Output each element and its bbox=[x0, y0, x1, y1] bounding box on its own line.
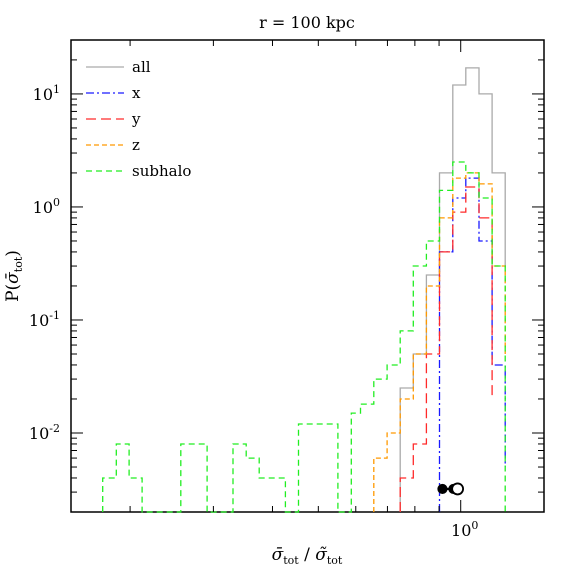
plot-frame bbox=[70, 39, 545, 513]
series-layer bbox=[102, 67, 506, 513]
series-line-z bbox=[373, 172, 506, 512]
series-line-subhalo bbox=[102, 161, 506, 513]
x-axis-title: σ̄tot / σ̃tot bbox=[272, 545, 343, 567]
legend-label-z: z bbox=[132, 136, 140, 154]
chart-title: r = 100 kpc bbox=[259, 13, 355, 32]
marker-layer bbox=[437, 482, 465, 496]
legend-label-all: all bbox=[132, 58, 151, 76]
y-tick-label: 10-2 bbox=[29, 422, 60, 443]
legend-label-y: y bbox=[131, 110, 141, 128]
marker-point-2 bbox=[451, 482, 465, 496]
legend-label-x: x bbox=[132, 84, 141, 102]
legend-label-subhalo: subhalo bbox=[132, 162, 191, 180]
marker-point-0 bbox=[437, 483, 448, 495]
series-line-all bbox=[399, 67, 506, 512]
series-line-y bbox=[399, 186, 493, 512]
y-axis-title: P(σ̄tot) bbox=[3, 250, 25, 302]
tick-layer: 101 100 10-1 10-2 100 bbox=[29, 39, 544, 540]
legend: all xyz subhalo bbox=[86, 58, 191, 180]
y-tick-label: 101 bbox=[33, 83, 60, 104]
series-line-x bbox=[438, 177, 506, 512]
x-tick-label: 100 bbox=[451, 519, 478, 540]
y-tick-label: 100 bbox=[33, 196, 60, 217]
y-tick-label: 10-1 bbox=[29, 309, 60, 330]
